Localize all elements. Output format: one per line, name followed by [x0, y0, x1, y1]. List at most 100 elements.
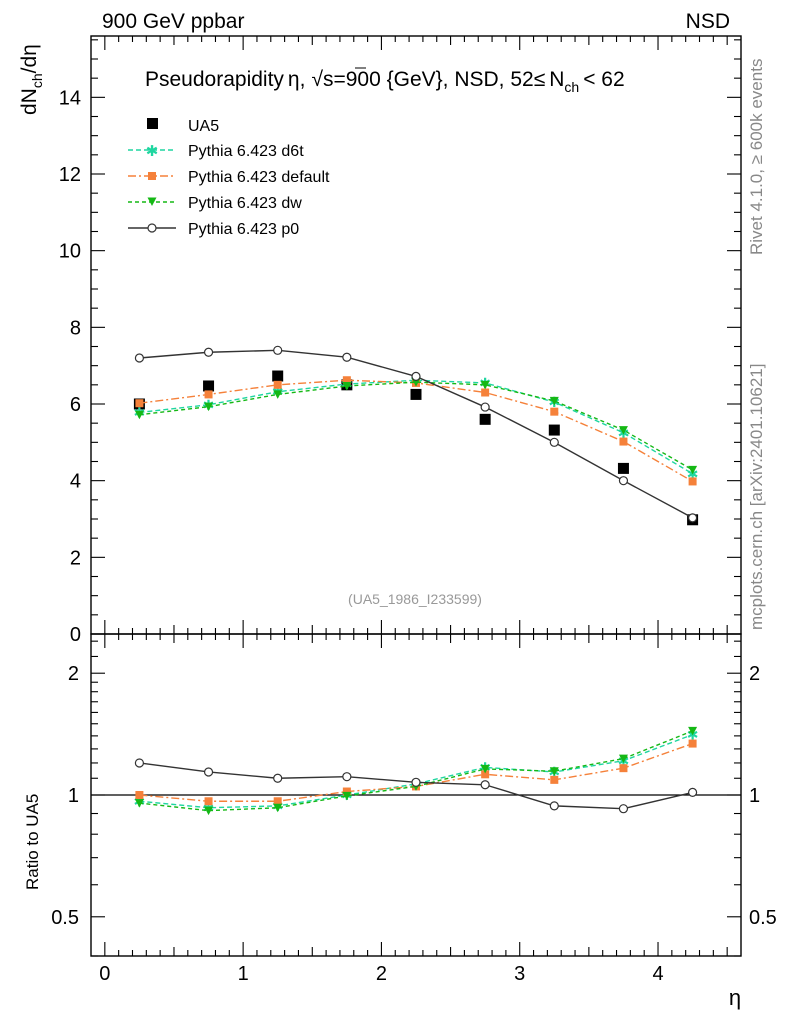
point-default [550, 407, 559, 416]
x-tick-label: 2 [376, 963, 387, 985]
x-axis-label: η [729, 985, 741, 1010]
bottom-y-tick-label: 1 [68, 785, 79, 807]
legend-marker-p0 [147, 223, 157, 233]
legend-item-default: Pythia 6.423 default [128, 169, 330, 186]
point-default [550, 775, 559, 784]
top-series-ua5 [133, 370, 699, 526]
point-ua5 [617, 462, 629, 474]
point-default [273, 797, 282, 806]
point-p0 [618, 476, 629, 486]
point-dw [549, 767, 559, 776]
top-y-tick-label: 4 [70, 471, 81, 493]
top-ylabel: dNch/dη [18, 44, 45, 115]
legend-label-d6t: Pythia 6.423 d6t [188, 143, 304, 160]
point-p0 [134, 353, 145, 363]
point-ua5 [410, 388, 422, 400]
point-default [342, 787, 351, 796]
point-p0 [687, 787, 698, 797]
legend-item-dw: Pythia 6.423 dw [128, 195, 302, 212]
point-dw [273, 803, 283, 813]
point-default [342, 376, 351, 385]
point-dw [134, 799, 144, 808]
ratio-series-p0 [134, 758, 698, 814]
bottom-y-tick-label-right: 2 [749, 663, 760, 685]
point-default [135, 399, 144, 408]
point-default [204, 390, 213, 399]
legend-label-ua5: UA5 [188, 118, 219, 135]
point-dw [688, 465, 698, 475]
plot-title: Pseudorapidity η, √s=900 {GeV}, NSD, 52≤ Nc… [145, 68, 625, 95]
point-p0 [480, 402, 490, 412]
point-p0 [342, 772, 352, 782]
point-p0 [342, 352, 352, 362]
header-right: NSD [686, 10, 730, 33]
point-default [688, 477, 697, 486]
point-default [135, 791, 144, 799]
ratio-line-dw [139, 730, 693, 812]
point-dw [204, 402, 214, 412]
analysis-watermark: (UA5_1986_I233599) [348, 591, 482, 607]
top-y-tick-label: 12 [59, 164, 81, 186]
point-dw [204, 806, 214, 816]
point-p0 [480, 780, 490, 790]
bottom-series-group: ✱✱✱✱✱✱✱✱✱ [134, 727, 699, 816]
point-dw [342, 381, 352, 391]
point-dw [273, 390, 283, 399]
point-dw [549, 396, 559, 406]
point-p0 [687, 513, 698, 523]
bottom-y-tick-label: 0.5 [51, 907, 79, 929]
bottom-y-tick-label-right: 1 [749, 785, 760, 807]
point-default [619, 764, 628, 773]
legend: UA5 ✱ Pythia 6.423 d6t Pythia 6.423 defa… [128, 118, 330, 238]
bottom-ylabel: Ratio to UA5 [23, 794, 42, 890]
bottom-axis-ticks: 0 1 2 3 4 0.5 0.5 1 1 2 2 [51, 634, 777, 985]
bottom-plot-frame [90, 633, 742, 957]
bottom-y-tick-label: 2 [68, 663, 79, 685]
top-series-p0 [134, 345, 698, 523]
x-tick-label: 4 [652, 963, 663, 985]
point-dw [618, 426, 628, 435]
point-ua5 [479, 413, 491, 425]
top-series-d6t: ✱✱✱✱✱✱✱✱✱ [134, 372, 699, 482]
legend-item-ua5: UA5 [147, 118, 219, 135]
point-p0 [411, 371, 421, 381]
top-line-dw [139, 381, 693, 471]
bottom-y-tick-label-right: 0.5 [749, 907, 777, 929]
point-default [688, 739, 697, 748]
legend-label-default: Pythia 6.423 default [188, 169, 330, 186]
x-tick-label: 0 [99, 963, 110, 985]
point-ua5 [272, 370, 284, 382]
point-p0 [273, 345, 283, 355]
point-dw [480, 380, 490, 390]
point-p0 [618, 804, 629, 814]
point-p0 [134, 758, 145, 768]
point-p0 [203, 767, 214, 777]
point-p0 [273, 773, 283, 783]
point-dw [688, 726, 698, 736]
point-default [204, 797, 213, 806]
legend-marker-dw [147, 197, 157, 206]
point-default [481, 388, 490, 397]
point-ua5 [203, 380, 215, 392]
ratio-line-default [139, 742, 693, 802]
point-dw [480, 764, 490, 774]
point-default [273, 380, 282, 389]
top-y-tick-label: 14 [59, 87, 81, 109]
legend-item-p0: Pythia 6.423 p0 [128, 221, 299, 238]
top-y-tick-label: 0 [70, 624, 81, 646]
point-dw [342, 791, 352, 801]
point-default [481, 770, 490, 779]
legend-label-dw: Pythia 6.423 dw [188, 195, 302, 212]
ratio-series-d6t: ✱✱✱✱✱✱✱✱✱ [134, 727, 699, 816]
top-y-tick-label: 2 [70, 547, 81, 569]
legend-marker-ua5 [147, 118, 158, 129]
top-y-tick-label: 8 [70, 317, 81, 339]
point-dw [134, 410, 144, 420]
rivet-label: Rivet 4.1.0, ≥ 600k events [747, 59, 766, 255]
mcplots-label: mcplots.cern.ch [arXiv:2401.10621] [747, 364, 766, 630]
point-default [619, 437, 628, 446]
ratio-line-d6t [139, 733, 693, 809]
x-tick-label: 1 [238, 963, 249, 985]
legend-marker-default [148, 172, 156, 180]
